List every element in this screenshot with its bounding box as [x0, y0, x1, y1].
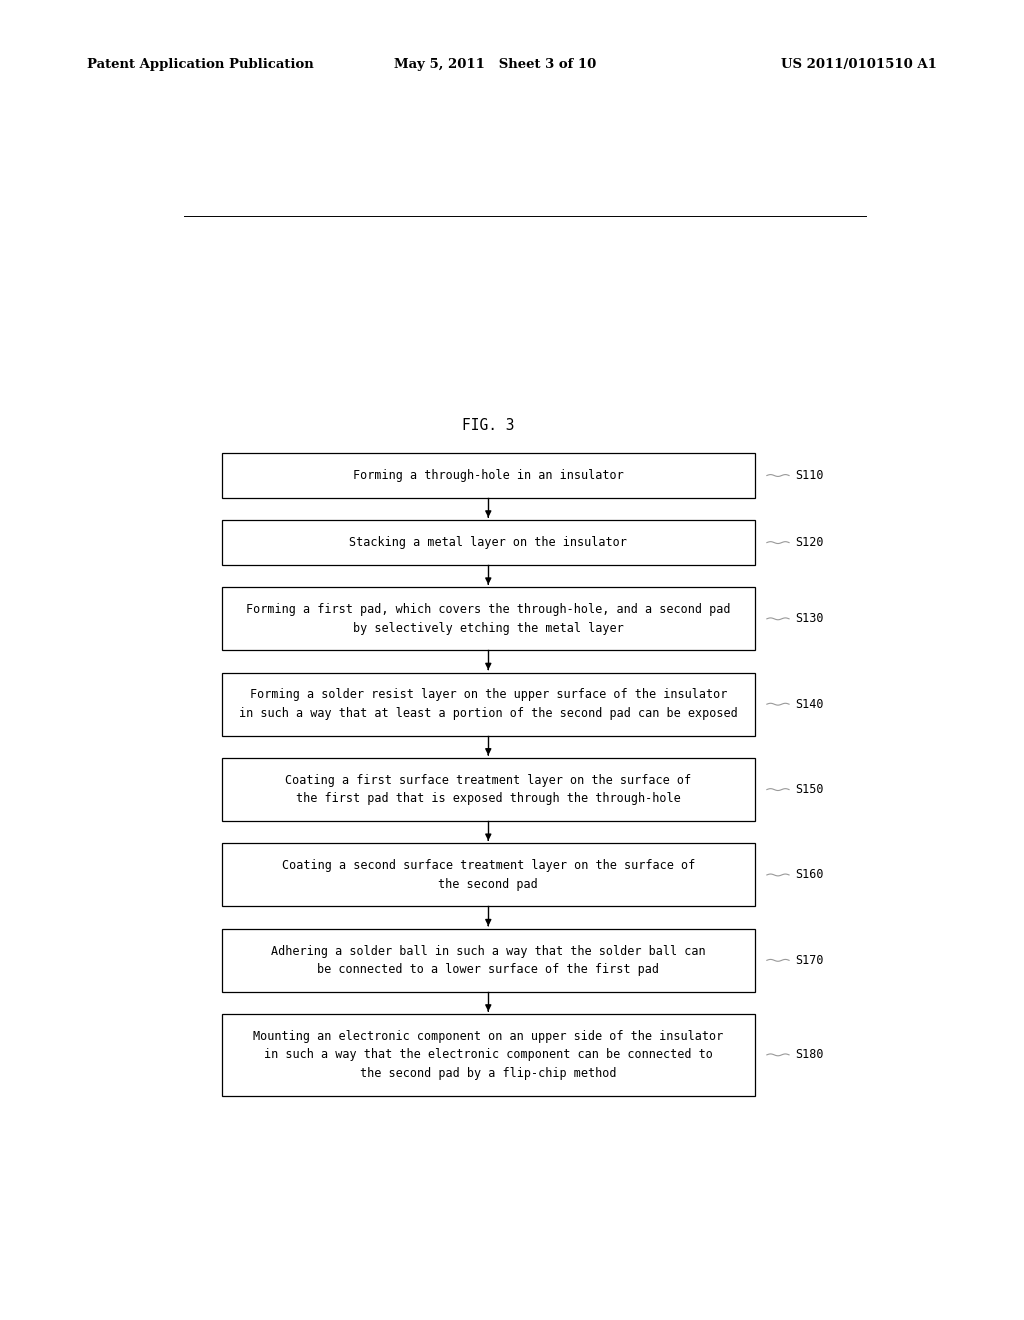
Bar	[221, 758, 755, 821]
Text: Forming a through-hole in an insulator: Forming a through-hole in an insulator	[353, 469, 624, 482]
Text: S160: S160	[796, 869, 824, 882]
Text: Patent Application Publication: Patent Application Publication	[87, 58, 313, 71]
Text: Adhering a solder ball in such a way that the solder ball can
be connected to a : Adhering a solder ball in such a way tha…	[271, 945, 706, 975]
Text: S110: S110	[796, 469, 824, 482]
Text: US 2011/0101510 A1: US 2011/0101510 A1	[781, 58, 937, 71]
Text: Mounting an electronic component on an upper side of the insulator
in such a way: Mounting an electronic component on an u…	[253, 1030, 723, 1080]
Text: May 5, 2011   Sheet 3 of 10: May 5, 2011 Sheet 3 of 10	[394, 58, 597, 71]
Text: Coating a second surface treatment layer on the surface of
the second pad: Coating a second surface treatment layer…	[282, 859, 695, 891]
Text: S180: S180	[796, 1048, 824, 1061]
Bar	[221, 453, 755, 498]
Text: S130: S130	[796, 612, 824, 626]
Text: S170: S170	[796, 954, 824, 966]
Text: Coating a first surface treatment layer on the surface of
the first pad that is : Coating a first surface treatment layer …	[286, 774, 691, 805]
Text: Forming a first pad, which covers the through-hole, and a second pad
by selectiv: Forming a first pad, which covers the th…	[246, 603, 730, 635]
Text: S140: S140	[796, 698, 824, 710]
Bar	[221, 929, 755, 991]
Text: S120: S120	[796, 536, 824, 549]
Bar	[221, 520, 755, 565]
Bar	[221, 587, 755, 651]
Text: Stacking a metal layer on the insulator: Stacking a metal layer on the insulator	[349, 536, 628, 549]
Bar	[221, 673, 755, 735]
Bar	[221, 1014, 755, 1096]
Text: FIG. 3: FIG. 3	[462, 418, 514, 433]
Bar	[221, 843, 755, 907]
Text: Forming a solder resist layer on the upper surface of the insulator
in such a wa: Forming a solder resist layer on the upp…	[239, 689, 737, 719]
Text: S150: S150	[796, 783, 824, 796]
